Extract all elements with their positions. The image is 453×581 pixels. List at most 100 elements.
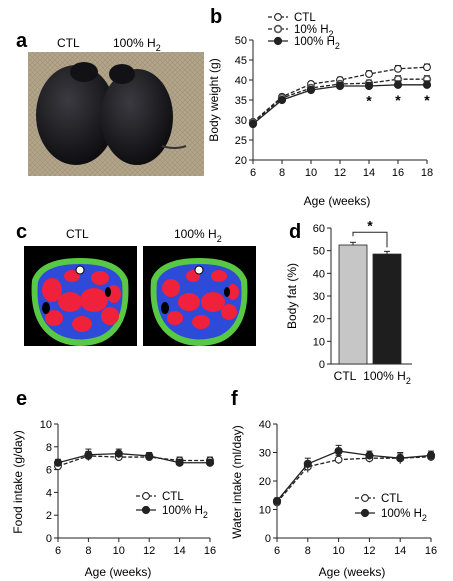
data-point bbox=[334, 446, 343, 456]
y-tick-label: 2 bbox=[46, 510, 52, 522]
panel-label-d: d bbox=[289, 221, 301, 243]
chart-e-ylabel: Food intake (g/day) bbox=[11, 430, 25, 533]
panel-a-photo: CTL 100% H2 bbox=[28, 36, 204, 176]
category-label: CTL bbox=[334, 369, 357, 383]
data-point bbox=[335, 81, 345, 91]
y-tick-label: 10 bbox=[259, 505, 271, 517]
fat-region bbox=[72, 316, 92, 332]
x-tick-label: 8 bbox=[305, 545, 311, 557]
fat-region bbox=[58, 292, 82, 312]
legend-label: CTL bbox=[162, 491, 184, 503]
y-tick-label: 50 bbox=[313, 246, 325, 258]
legend-marker bbox=[273, 36, 283, 46]
data-point bbox=[277, 95, 287, 105]
x-tick-label: 6 bbox=[250, 167, 256, 179]
y-tick-label: 60 bbox=[313, 223, 325, 235]
series-line-1 bbox=[276, 450, 432, 502]
data-point bbox=[205, 458, 215, 467]
scan-ctl bbox=[31, 258, 129, 346]
legend-label: CTL bbox=[381, 493, 403, 505]
legend-marker bbox=[274, 13, 282, 21]
data-point bbox=[248, 119, 258, 129]
legend-marker bbox=[141, 505, 151, 515]
data-point bbox=[306, 85, 316, 95]
series-line-0 bbox=[57, 455, 210, 467]
data-point bbox=[365, 70, 373, 78]
fat-region bbox=[80, 288, 108, 312]
dark-region bbox=[105, 287, 111, 297]
fat-region bbox=[192, 315, 210, 329]
x-tick-label: 10 bbox=[113, 545, 125, 557]
chart-body-fat: Body fat (%) 0 10 20 30 40 50 60 CTL 100% H2 * bbox=[285, 217, 412, 386]
chart-f-ylabel: Water intake (ml/day) bbox=[230, 425, 244, 539]
fat-region bbox=[201, 292, 225, 312]
data-point bbox=[423, 63, 431, 72]
spine bbox=[75, 265, 85, 275]
fat-region bbox=[178, 293, 200, 311]
significance-bracket bbox=[352, 231, 388, 248]
series-line-2 bbox=[252, 84, 427, 125]
y-tick-label: 40 bbox=[259, 419, 271, 431]
panel-c-scans: CTL 100% H2 bbox=[24, 227, 256, 346]
series-line-0 bbox=[276, 456, 432, 503]
panel-label-f: f bbox=[231, 388, 238, 410]
data-point bbox=[334, 455, 343, 464]
legend-label: 100% H2 bbox=[294, 36, 340, 51]
x-tick-label: 12 bbox=[334, 167, 346, 179]
significance-star: * bbox=[367, 217, 373, 233]
fat-region bbox=[45, 310, 63, 326]
legend-marker bbox=[360, 508, 370, 518]
y-tick-label: 45 bbox=[235, 55, 247, 67]
x-tick-label: 8 bbox=[279, 167, 285, 179]
legend-label: 100% H2 bbox=[381, 508, 427, 523]
y-tick-label: 30 bbox=[235, 115, 247, 127]
photo-caption-ctl: CTL bbox=[57, 36, 80, 50]
panel-label-a: a bbox=[16, 30, 28, 52]
data-point bbox=[53, 458, 63, 467]
data-point bbox=[396, 454, 405, 463]
spine bbox=[194, 265, 204, 275]
fat-region bbox=[211, 270, 227, 282]
x-tick-label: 14 bbox=[363, 167, 375, 179]
y-tick-label: 8 bbox=[46, 442, 52, 454]
mouse-ctl bbox=[36, 65, 116, 165]
legend-label: CTL bbox=[294, 12, 316, 24]
data-point bbox=[364, 81, 374, 91]
legend-label: 100% H2 bbox=[162, 505, 208, 520]
fat-region bbox=[227, 284, 239, 300]
y-tick-label: 0 bbox=[319, 359, 325, 371]
data-point bbox=[394, 64, 402, 73]
y-tick-label: 4 bbox=[46, 487, 52, 499]
x-tick-label: 16 bbox=[392, 167, 404, 179]
category-label: 100% H2 bbox=[363, 369, 411, 386]
bar-h2 bbox=[372, 253, 402, 365]
data-point bbox=[365, 451, 374, 460]
panel-label-e: e bbox=[16, 388, 27, 410]
chart-food-intake: Food intake (g/day) Age (weeks) 0 2 4 6 8 10 6… bbox=[11, 419, 216, 579]
x-tick-label: 8 bbox=[85, 545, 91, 557]
x-tick-label: 14 bbox=[394, 545, 406, 557]
chart-body-weight: Body weight (g) Age (weeks) 20 25 30 35 40 45… bbox=[207, 12, 433, 208]
fat-region bbox=[221, 304, 237, 320]
x-tick-label: 16 bbox=[204, 545, 216, 557]
legend-marker bbox=[273, 24, 283, 34]
chart-f-xlabel: Age (weeks) bbox=[319, 565, 386, 579]
fat-region bbox=[162, 279, 180, 297]
data-point bbox=[422, 80, 432, 89]
y-tick-label: 0 bbox=[46, 533, 52, 545]
x-tick-label: 18 bbox=[421, 167, 433, 179]
data-point bbox=[114, 449, 123, 458]
fat-region bbox=[101, 307, 119, 325]
chart-water-intake: Water intake (ml/day) Age (weeks) 0 10 20 3… bbox=[230, 419, 437, 579]
y-tick-label: 30 bbox=[313, 291, 325, 303]
data-point bbox=[145, 451, 154, 461]
y-tick-label: 6 bbox=[46, 465, 52, 477]
dark-region bbox=[161, 302, 169, 314]
y-tick-label: 20 bbox=[259, 476, 271, 488]
fat-region bbox=[91, 271, 109, 285]
y-tick-label: 30 bbox=[259, 448, 271, 460]
legend-marker bbox=[361, 494, 369, 502]
x-tick-label: 6 bbox=[55, 545, 61, 557]
significance-star: * bbox=[424, 92, 430, 108]
